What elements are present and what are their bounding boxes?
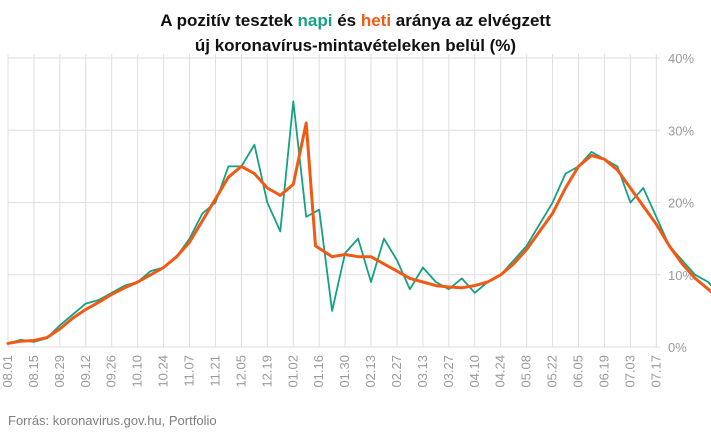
title-line-1: A pozitív tesztek napi és heti aránya az… xyxy=(0,8,711,33)
title-text-2: aránya az elvégzett xyxy=(391,11,551,30)
x-tick-label: 04.10 xyxy=(467,355,482,388)
x-tick-label: 11.21 xyxy=(207,355,222,387)
x-tick-label: 02.27 xyxy=(389,355,404,388)
x-tick-label: 05.08 xyxy=(519,355,534,388)
title-text-1: A pozitív tesztek xyxy=(160,11,298,30)
x-tick-label: 10.24 xyxy=(156,355,171,388)
source-note: Forrás: koronavirus.gov.hu, Portfolio xyxy=(8,413,217,428)
title-napi: napi xyxy=(297,11,333,30)
x-tick-label: 07.17 xyxy=(648,355,663,388)
x-tick-label: 12.19 xyxy=(259,355,274,388)
x-tick-label: 02.13 xyxy=(363,355,378,388)
x-tick-label: 07.03 xyxy=(622,355,637,388)
x-tick-label: 01.16 xyxy=(311,355,326,388)
y-tick-label: 40% xyxy=(668,51,694,66)
x-tick-label: 10.10 xyxy=(130,355,145,388)
x-tick-label: 08.01 xyxy=(0,355,15,388)
x-tick-label: 08.15 xyxy=(26,355,41,388)
x-tick-label: 05.22 xyxy=(545,355,560,388)
x-tick-label: 09.12 xyxy=(78,355,93,388)
x-tick-label: 01.02 xyxy=(285,355,300,388)
x-tick-label: 03.13 xyxy=(415,355,430,388)
title-text-mid: és xyxy=(332,11,361,30)
x-tick-label: 11.07 xyxy=(182,355,197,387)
x-tick-label: 04.24 xyxy=(493,355,508,388)
y-tick-label: 20% xyxy=(668,196,694,211)
y-tick-label: 0% xyxy=(668,340,687,355)
x-tick-label: 06.19 xyxy=(596,355,611,388)
title-line-2: új koronavírus-mintavételeken belül (%) xyxy=(194,36,517,55)
series-line-heti xyxy=(6,121,711,345)
y-tick-label: 30% xyxy=(668,123,694,138)
x-tick-label: 09.26 xyxy=(104,355,119,388)
x-tick-label: 06.05 xyxy=(571,355,586,388)
x-tick-label: 01.30 xyxy=(337,355,352,388)
chart-title: A pozitív tesztek napi és heti aránya az… xyxy=(0,8,711,58)
x-tick-label: 08.29 xyxy=(52,355,67,388)
title-heti: heti xyxy=(360,11,392,30)
series-line-napi xyxy=(7,100,711,345)
x-tick-label: 03.27 xyxy=(441,355,456,388)
x-tick-label: 12.05 xyxy=(233,355,248,388)
